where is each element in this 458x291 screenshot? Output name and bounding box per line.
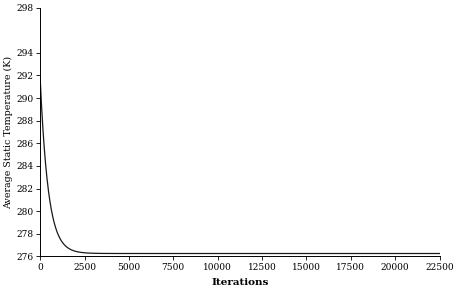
- X-axis label: Iterations: Iterations: [211, 278, 268, 287]
- Y-axis label: Average Static Temperature (K): Average Static Temperature (K): [4, 56, 13, 209]
